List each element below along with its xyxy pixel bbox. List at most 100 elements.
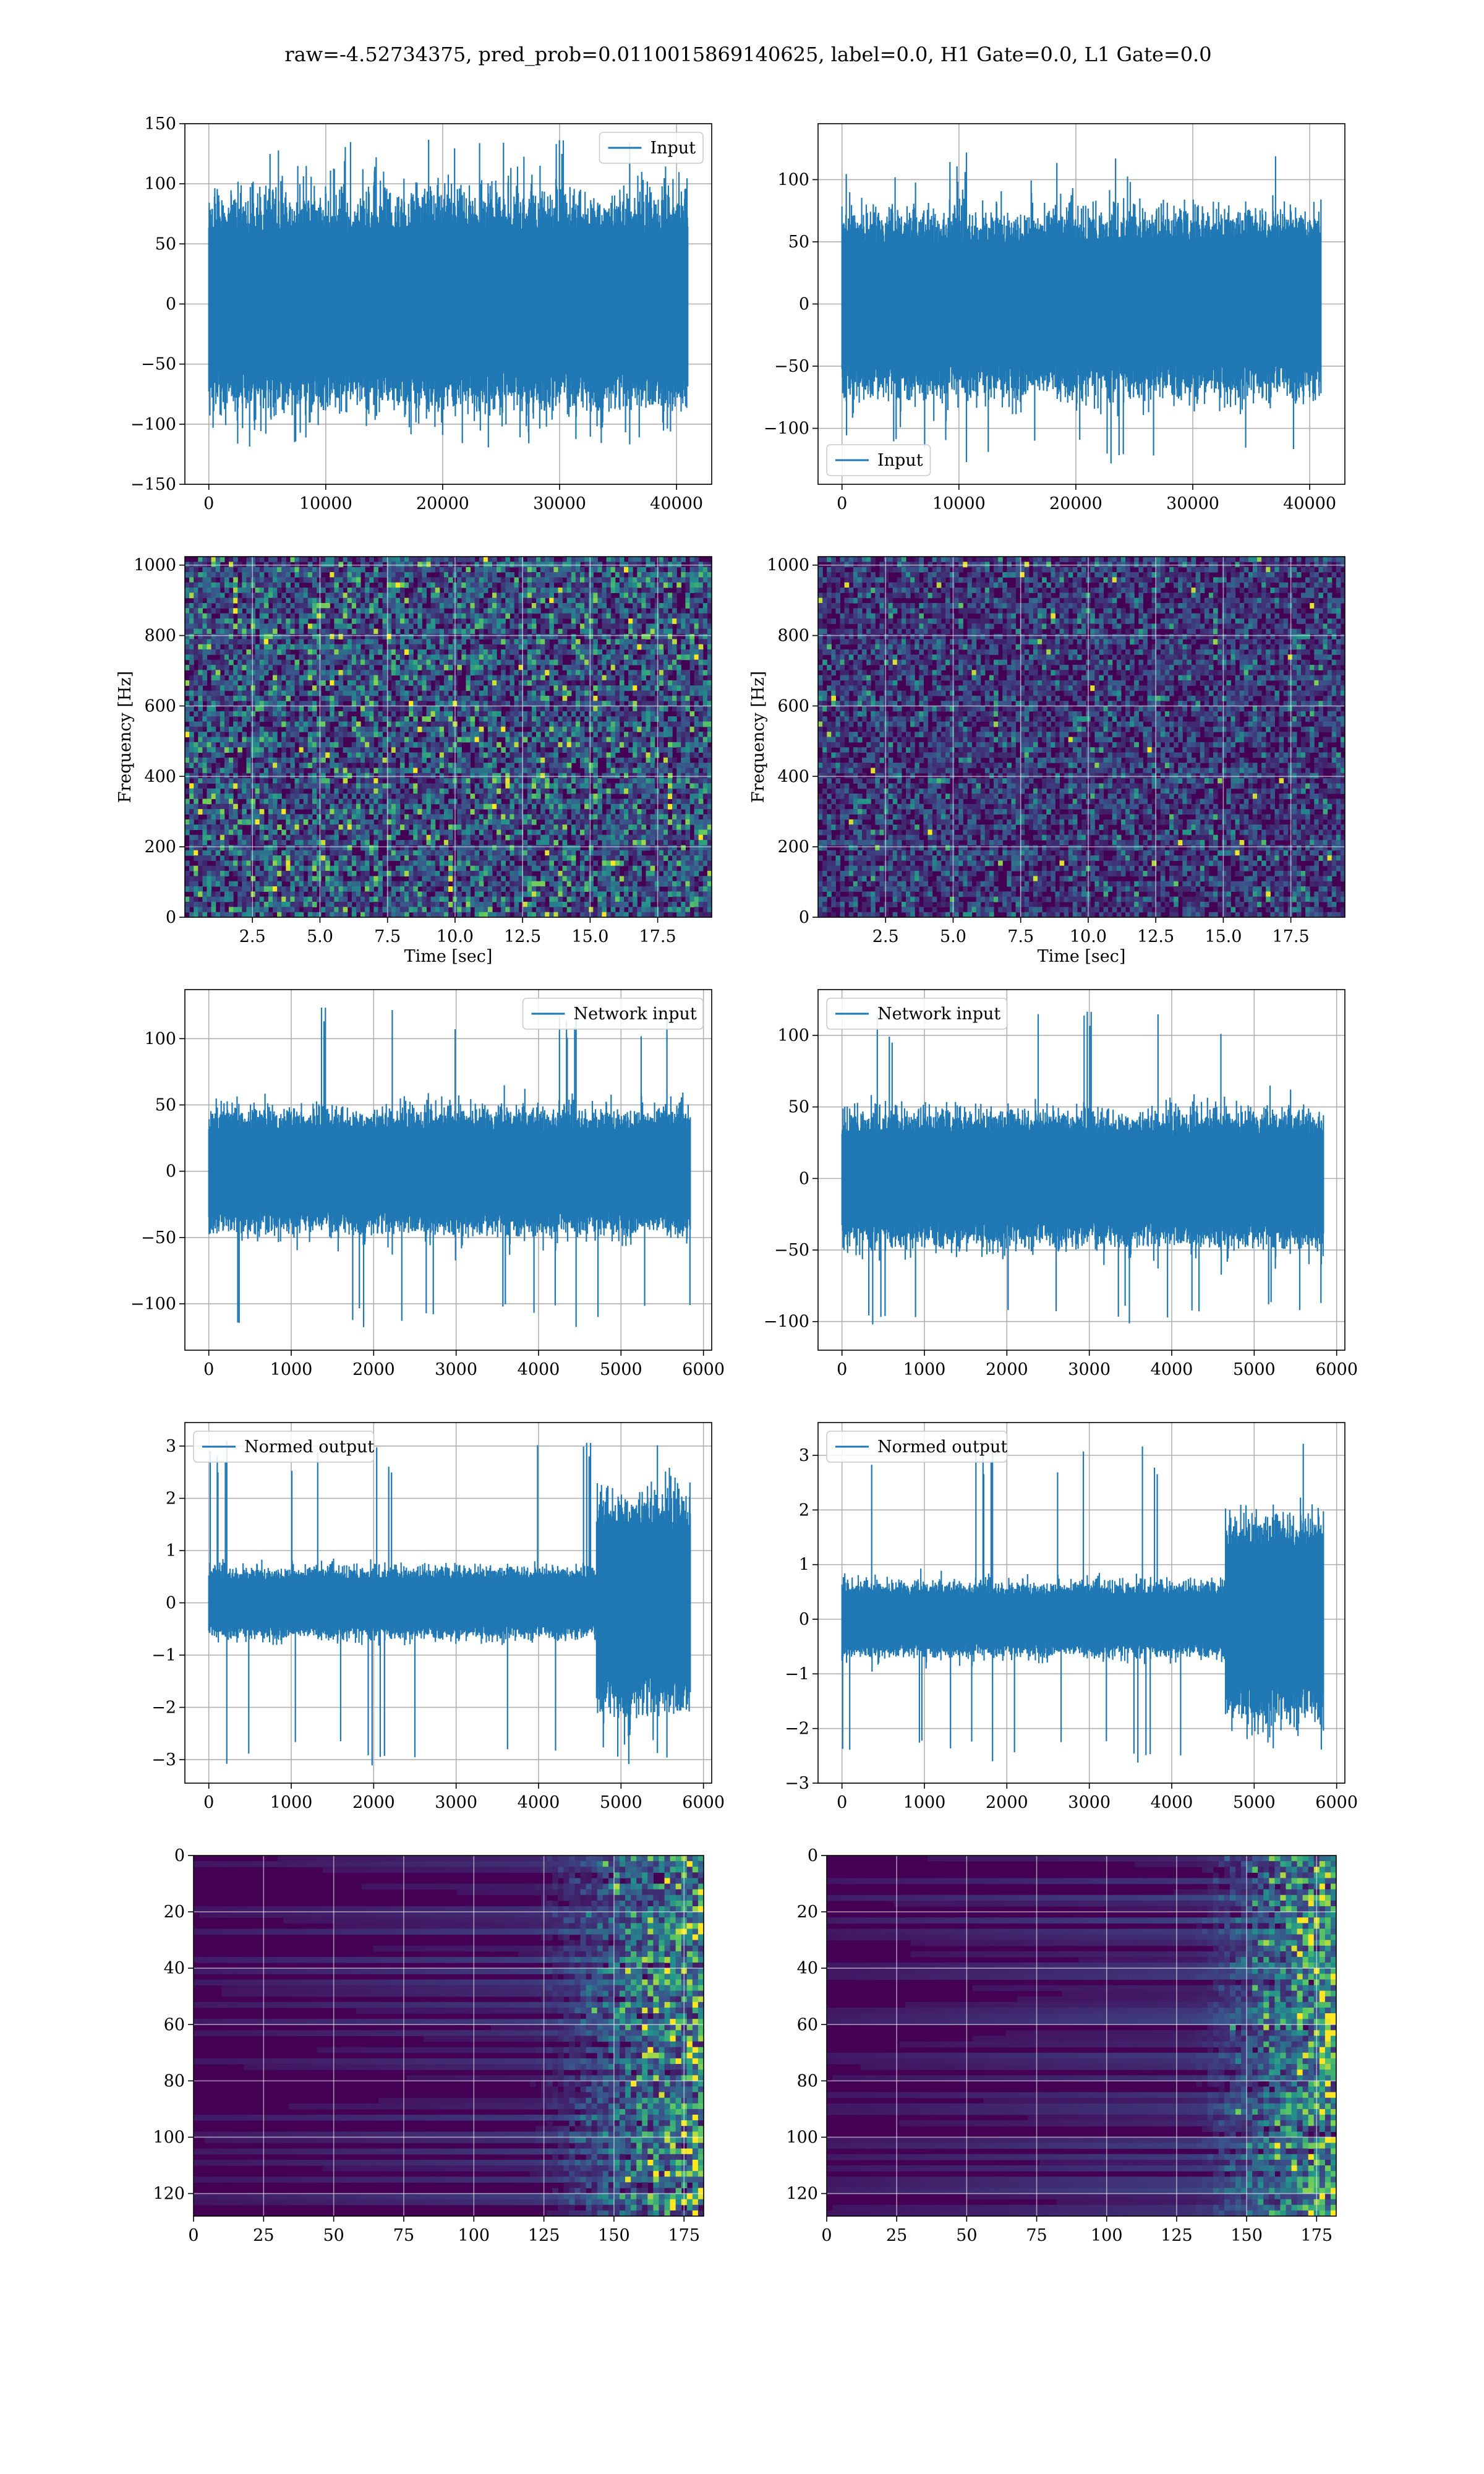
heatmap-cell bbox=[540, 757, 545, 763]
heatmap-cell bbox=[540, 778, 545, 784]
heatmap-cell bbox=[185, 602, 190, 609]
heatmap-cell bbox=[399, 654, 405, 661]
heatmap-cell bbox=[457, 711, 462, 717]
heatmap-cell bbox=[545, 571, 550, 578]
heatmap-cell bbox=[250, 726, 256, 732]
heatmap-cell bbox=[527, 701, 532, 707]
heatmap-cell bbox=[522, 571, 528, 578]
heatmap-cell bbox=[553, 695, 559, 701]
heatmap-cell bbox=[198, 701, 203, 707]
heatmap-cell bbox=[553, 732, 559, 738]
heatmap-cell bbox=[198, 690, 203, 696]
heatmap-cell bbox=[286, 850, 291, 856]
heatmap-cell bbox=[312, 912, 317, 917]
heatmap-cell bbox=[483, 685, 488, 691]
heatmap-cell bbox=[510, 876, 515, 882]
heatmap-cell bbox=[347, 902, 352, 907]
heatmap-cell bbox=[404, 737, 409, 743]
heatmap-cell bbox=[549, 742, 554, 748]
heatmap-cell bbox=[347, 675, 352, 681]
heatmap-cell bbox=[325, 685, 330, 691]
heatmap-cell bbox=[483, 907, 488, 913]
heatmap-cell bbox=[233, 732, 238, 738]
heatmap-cell bbox=[510, 732, 515, 738]
heatmap-cell bbox=[277, 865, 282, 871]
heatmap-cell bbox=[334, 814, 339, 820]
heatmap-cell bbox=[321, 557, 326, 562]
heatmap-cell bbox=[189, 788, 194, 794]
heatmap-cell bbox=[522, 680, 528, 686]
heatmap-cell bbox=[211, 557, 216, 562]
heatmap-cell bbox=[224, 602, 229, 609]
heatmap-cell bbox=[422, 571, 427, 578]
heatmap-cell bbox=[399, 711, 405, 717]
heatmap-cell bbox=[553, 809, 559, 815]
heatmap-cell bbox=[299, 613, 304, 619]
heatmap-cell bbox=[356, 902, 361, 907]
heatmap-cell bbox=[422, 752, 427, 758]
heatmap-cell bbox=[461, 829, 466, 836]
heatmap-cell bbox=[497, 613, 501, 619]
heatmap-cell bbox=[334, 829, 339, 836]
heatmap-cell bbox=[325, 824, 330, 831]
heatmap-cell bbox=[215, 860, 221, 867]
x-tick-label: 10000 bbox=[932, 494, 986, 513]
heatmap-cell bbox=[215, 602, 221, 609]
heatmap-cell bbox=[334, 557, 339, 562]
heatmap-cell bbox=[487, 562, 493, 568]
heatmap-cell bbox=[194, 567, 198, 573]
heatmap-cell bbox=[474, 896, 480, 902]
heatmap-cell bbox=[369, 587, 374, 593]
heatmap-cell bbox=[207, 701, 212, 707]
heatmap-cell bbox=[360, 881, 365, 887]
heatmap-cell bbox=[505, 571, 510, 578]
heatmap-cell bbox=[286, 587, 291, 593]
heatmap-cell bbox=[224, 896, 229, 902]
heatmap-cell bbox=[510, 747, 515, 753]
heatmap-cell bbox=[430, 896, 436, 902]
heatmap-cell bbox=[470, 865, 475, 871]
heatmap-cell bbox=[207, 850, 212, 856]
heatmap-cell bbox=[409, 593, 414, 599]
heatmap-cell bbox=[391, 757, 396, 763]
heatmap-cell bbox=[422, 814, 427, 820]
heatmap-cell bbox=[492, 809, 497, 815]
heatmap-cell bbox=[242, 876, 247, 882]
heatmap-cell bbox=[439, 891, 445, 897]
heatmap-cell bbox=[501, 860, 506, 867]
heatmap-cell bbox=[369, 690, 374, 696]
heatmap-cell bbox=[461, 757, 466, 763]
heatmap-cell bbox=[207, 659, 212, 666]
heatmap-cell bbox=[536, 593, 541, 599]
heatmap-cell bbox=[536, 695, 541, 701]
heatmap-cell bbox=[430, 881, 436, 887]
heatmap-cell bbox=[229, 633, 234, 640]
heatmap-cell bbox=[338, 865, 344, 871]
heatmap-cell bbox=[334, 602, 339, 609]
heatmap-cell bbox=[540, 670, 545, 676]
heatmap-cell bbox=[294, 794, 300, 800]
heatmap-cell bbox=[417, 829, 422, 836]
heatmap-cell bbox=[343, 747, 348, 753]
heatmap-cell bbox=[549, 567, 554, 573]
heatmap-cell bbox=[417, 675, 422, 681]
heatmap-cell bbox=[246, 670, 252, 676]
heatmap-cell bbox=[198, 716, 203, 722]
heatmap-cell bbox=[343, 695, 348, 701]
heatmap-cell bbox=[426, 639, 432, 645]
heatmap-cell bbox=[386, 567, 392, 573]
heatmap-cell bbox=[417, 571, 422, 578]
heatmap-cell bbox=[466, 860, 471, 867]
heatmap-cell bbox=[391, 912, 396, 917]
heatmap-cell bbox=[198, 602, 203, 609]
heatmap-cell bbox=[457, 845, 462, 851]
heatmap-cell bbox=[443, 726, 449, 732]
heatmap-cell bbox=[553, 685, 559, 691]
heatmap-cell bbox=[312, 685, 317, 691]
heatmap-cell bbox=[303, 659, 309, 666]
heatmap-cell bbox=[290, 654, 296, 661]
heatmap-cell bbox=[514, 778, 519, 784]
heatmap-cell bbox=[443, 886, 449, 892]
heatmap-cell bbox=[250, 747, 256, 753]
heatmap-cell bbox=[207, 587, 212, 593]
